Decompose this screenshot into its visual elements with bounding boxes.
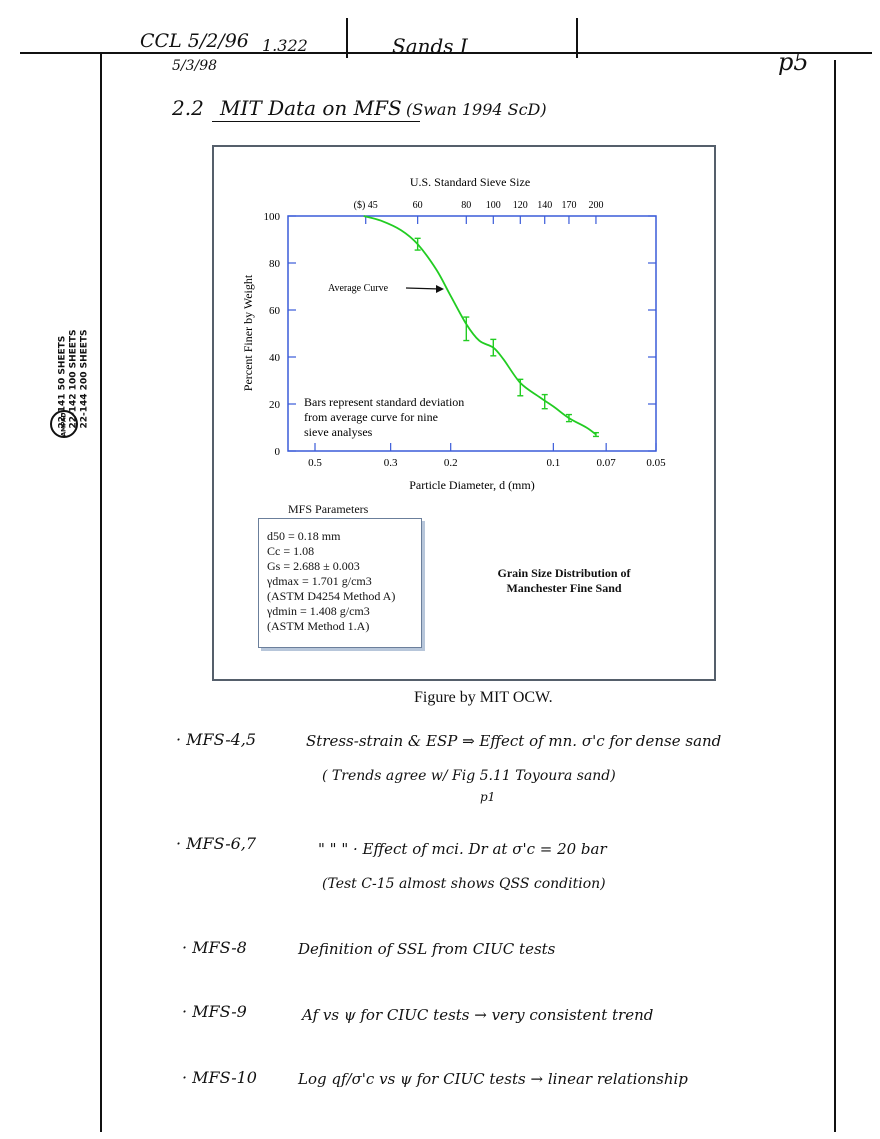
- header-divider-2: [576, 18, 578, 58]
- figure-caption: Grain Size Distribution of Manchester Fi…: [472, 566, 656, 596]
- param-astm-2: (ASTM Method 1.A): [267, 619, 370, 633]
- note-text: Stress-strain & ESP ⇒ Effect of mn. σ'c …: [306, 732, 722, 750]
- ampad-logo: AMPAD: [50, 410, 78, 438]
- right-margin-rule: [834, 60, 836, 1132]
- y-tick-label: 80: [269, 258, 281, 270]
- header-page: p5: [778, 48, 809, 76]
- x-tick-label: 0.07: [597, 457, 617, 469]
- x-tick-label: 0.05: [646, 457, 666, 469]
- bars-annotation-line: Bars represent standard deviation: [304, 395, 464, 409]
- top-tick-label: 140: [537, 200, 552, 211]
- header-divider-1: [346, 18, 348, 58]
- chart-title: U.S. Standard Sieve Size: [410, 175, 530, 189]
- y-axis-label: Percent Finer by Weight: [241, 274, 255, 391]
- figure-caption-line: Manchester Fine Sand: [506, 581, 622, 595]
- param-gamma-dmin: γdmin = 1.408 g/cm3: [267, 604, 370, 618]
- header-title: Sands I: [392, 34, 468, 58]
- section-number: 2.2: [172, 96, 204, 120]
- header-date2: 5/3/98: [172, 58, 218, 74]
- note-label: · MFS-4,5: [176, 730, 257, 749]
- y-tick-label: 0: [275, 446, 281, 458]
- pad-label-line: 22-141 50 SHEETS: [57, 335, 68, 429]
- header-ref: 1.322: [262, 36, 308, 55]
- params-box: d50 = 0.18 mm Cc = 1.08 Gs = 2.688 ± 0.0…: [258, 518, 422, 648]
- section-source: (Swan 1994 ScD): [406, 100, 547, 119]
- error-bar: [565, 413, 572, 423]
- top-tick-label: 200: [588, 200, 603, 211]
- note-text: ( Trends agree w/ Fig 5.11 Toyoura sand): [322, 768, 616, 784]
- error-bar: [490, 338, 497, 357]
- arrow-head: [436, 285, 444, 293]
- top-tick-label: 120: [513, 200, 528, 211]
- x-axis-label: Particle Diameter, d (mm): [409, 478, 534, 492]
- average-curve-line: [363, 215, 597, 436]
- x-tick-label: 0.1: [546, 457, 560, 469]
- param-gs: Gs = 2.688 ± 0.003: [267, 559, 360, 573]
- error-bar: [541, 393, 548, 410]
- note-label: · MFS-6,7: [176, 834, 257, 853]
- top-tick-label: ($) 45: [354, 200, 378, 211]
- left-margin-rule: [100, 52, 102, 1132]
- top-tick-label: 100: [486, 200, 501, 211]
- y-tick-label: 60: [269, 305, 281, 317]
- param-astm-1: (ASTM D4254 Method A): [267, 589, 396, 603]
- grain-size-chart: U.S. Standard Sieve Size ($) 45 60 80 100 12…: [241, 175, 666, 492]
- note-text: Log qf/σ'c vs ψ for CIUC tests → linear …: [298, 1070, 688, 1088]
- y-tick-label: 20: [269, 399, 281, 411]
- x-tick-label: 0.5: [308, 457, 322, 469]
- y-tick-label: 100: [264, 211, 281, 223]
- error-bar: [414, 237, 421, 251]
- note-label: · MFS-10: [182, 1068, 257, 1087]
- pad-label-line: 22-144 200 SHEETS: [79, 329, 90, 429]
- note-text: Af vs ψ for CIUC tests → very consistent…: [302, 1006, 654, 1024]
- figure-credit: Figure by MIT OCW.: [414, 689, 553, 706]
- error-bar: [517, 378, 524, 397]
- x-tick-label: 0.2: [444, 457, 458, 469]
- heading-underline: [212, 121, 420, 122]
- average-curve-arrow: [405, 287, 441, 290]
- error-bar: [592, 431, 599, 438]
- param-cc: Cc = 1.08: [267, 544, 315, 558]
- note-label: · MFS-9: [182, 1002, 247, 1021]
- top-tick-label: 80: [461, 200, 471, 211]
- top-tick-label: 60: [413, 200, 423, 211]
- pad-label-line: 22-142 100 SHEETS: [68, 329, 79, 429]
- figure-caption-line: Grain Size Distribution of: [497, 566, 631, 580]
- pad-label: 22-141 50 SHEETS 22-142 100 SHEETS 22-14…: [40, 272, 100, 438]
- param-d50: d50 = 0.18 mm: [267, 529, 341, 543]
- note-text: p1: [480, 790, 496, 804]
- header-date-code: CCL 5/2/96: [140, 30, 249, 52]
- average-curve-label: Average Curve: [328, 283, 389, 294]
- x-tick-label: 0.3: [384, 457, 398, 469]
- note-label: · MFS-8: [182, 938, 247, 957]
- plot-area: [287, 215, 657, 452]
- y-tick-label: 40: [269, 352, 281, 364]
- note-text: " " " · Effect of mci. Dr at σ'c = 20 ba…: [318, 840, 607, 858]
- section-title: MIT Data on MFS: [220, 96, 402, 120]
- params-title: MFS Parameters: [288, 502, 369, 516]
- top-tick-label: 170: [561, 200, 576, 211]
- error-bar: [463, 316, 470, 342]
- header-rule: [20, 52, 872, 54]
- ampad-brand: AMPAD: [60, 411, 68, 437]
- bars-annotation-line: sieve analyses: [304, 425, 373, 439]
- note-text: (Test C-15 almost shows QSS condition): [322, 876, 606, 892]
- bars-annotation-line: from average curve for nine: [304, 410, 438, 424]
- param-gamma-dmax: γdmax = 1.701 g/cm3: [267, 574, 372, 588]
- note-text: Definition of SSL from CIUC tests: [298, 940, 556, 958]
